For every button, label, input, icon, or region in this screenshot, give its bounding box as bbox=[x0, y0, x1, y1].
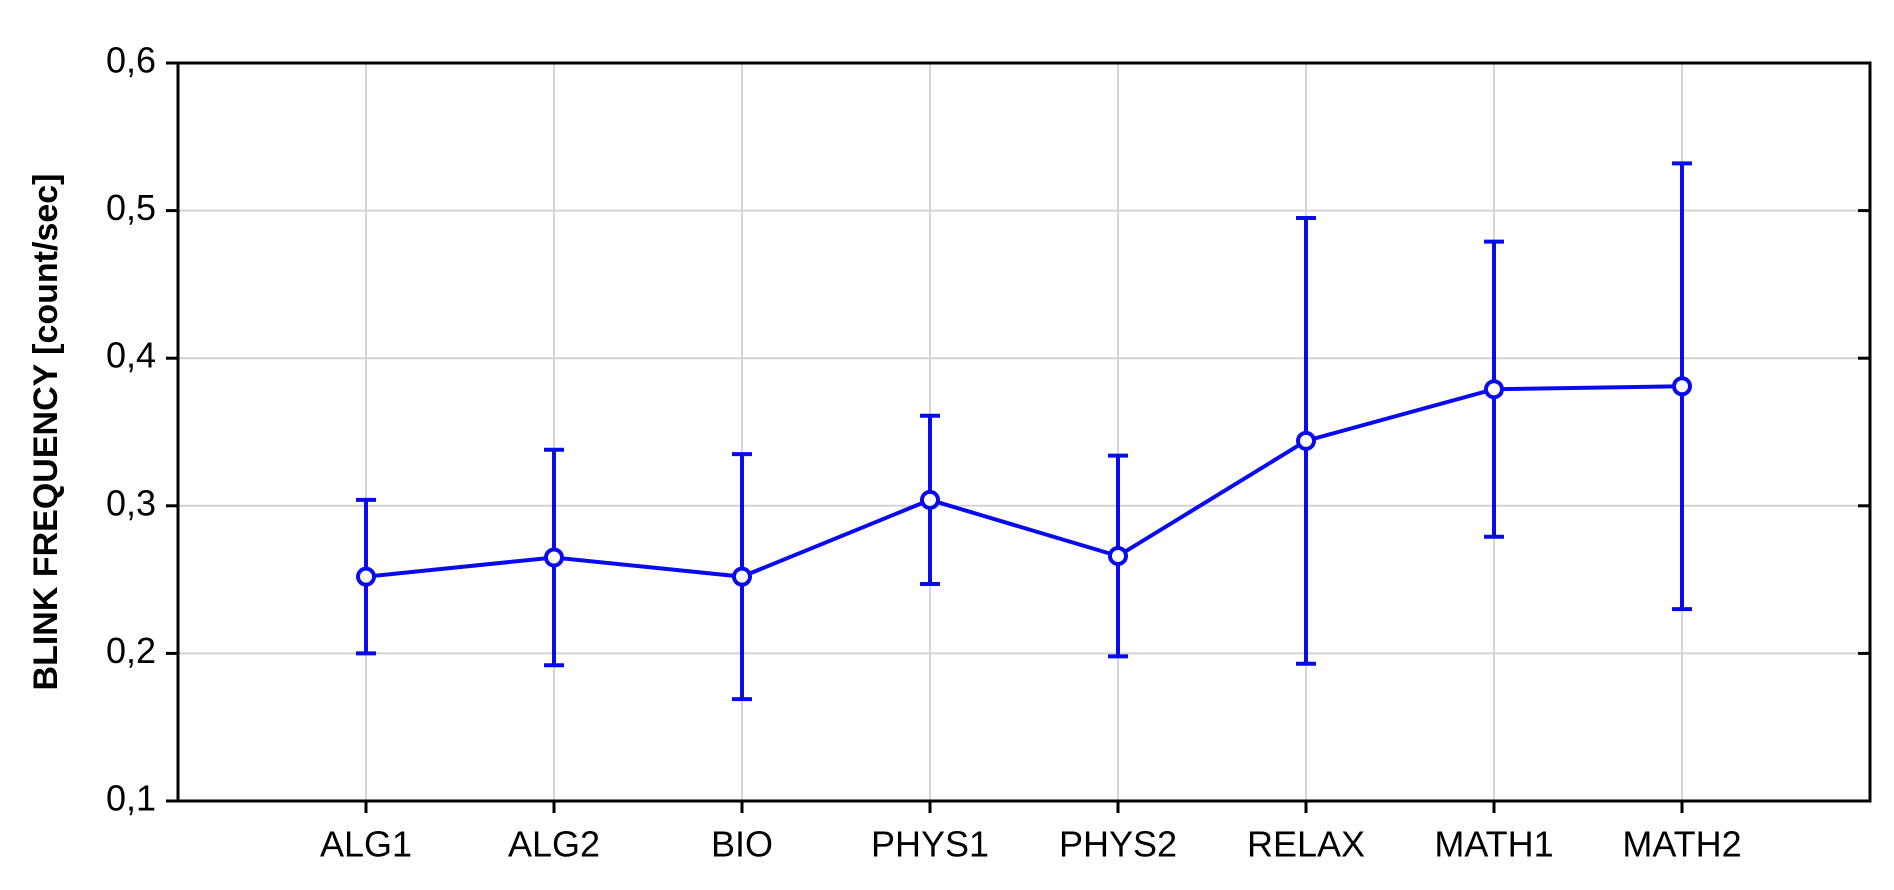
x-tick-label: ALG2 bbox=[508, 824, 600, 865]
y-tick-label: 0,6 bbox=[106, 40, 156, 81]
mean-point bbox=[1296, 430, 1316, 451]
x-tick-label: ALG1 bbox=[320, 824, 412, 865]
y-tick-label: 0,2 bbox=[106, 630, 156, 671]
y-tick-label: 0,1 bbox=[106, 778, 156, 819]
y-tick-label: 0,3 bbox=[106, 482, 156, 523]
y-tick-label: 0,5 bbox=[106, 187, 156, 228]
mean-point bbox=[732, 566, 752, 587]
mean-point bbox=[1672, 376, 1692, 397]
y-tick-label: 0,4 bbox=[106, 335, 156, 376]
plot-frame bbox=[176, 61, 1872, 803]
mean-point bbox=[920, 489, 940, 510]
x-tick-label: PHYS1 bbox=[871, 824, 989, 865]
x-tick-label: BIO bbox=[711, 824, 773, 865]
mean-point bbox=[1484, 379, 1504, 400]
y-axis-label: BLINK FREQUENCY [count/sec] bbox=[27, 174, 65, 691]
x-tick-label: RELAX bbox=[1247, 824, 1365, 865]
x-tick-label: MATH2 bbox=[1622, 824, 1741, 865]
mean-point bbox=[1108, 545, 1128, 566]
mean-line bbox=[365, 384, 1683, 579]
mean-point bbox=[356, 566, 376, 587]
x-tick-label: MATH1 bbox=[1434, 824, 1553, 865]
x-tick-label: PHYS2 bbox=[1059, 824, 1177, 865]
mean-point bbox=[544, 547, 564, 568]
